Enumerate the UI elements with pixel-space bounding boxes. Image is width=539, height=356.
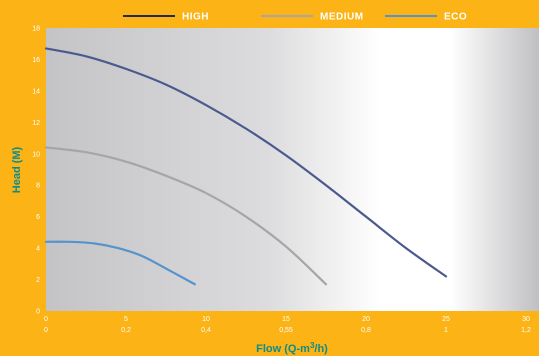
x-tick-label-secondary: 0,4 [201, 327, 211, 334]
y-tick-label: 4 [36, 246, 40, 253]
x-tick-label: 10 [202, 316, 210, 323]
legend-label-high: HIGH [182, 12, 209, 23]
x-tick-label: 20 [362, 316, 370, 323]
x-axis-title-end: /h) [314, 343, 328, 355]
legend-label-medium: MEDIUM [320, 12, 364, 23]
x-tick-label: 25 [442, 316, 450, 323]
series-line-medium [44, 146, 328, 286]
y-axis-title: Head (M) [11, 146, 23, 193]
x-tick-label: 15 [282, 316, 290, 323]
y-tick-label: 2 [36, 277, 40, 284]
x-tick-label-secondary: 1,2 [521, 327, 531, 334]
x-tick-label-secondary: 0,55 [279, 327, 293, 334]
series-line-high [44, 47, 448, 278]
x-tick-label: 5 [124, 316, 128, 323]
x-axis-title: Flow (Q-m3/h) [256, 341, 328, 355]
y-tick-label: 10 [32, 151, 40, 158]
series-lines [44, 47, 448, 286]
y-tick-label: 8 [36, 183, 40, 190]
y-tick-label: 16 [32, 57, 40, 64]
tick-labels: 0246810121416180050,2100,4150,55200,8251… [32, 26, 531, 335]
x-tick-label: 30 [522, 316, 530, 323]
series-line-eco [44, 240, 196, 286]
y-tick-label: 14 [32, 88, 40, 95]
y-tick-label: 6 [36, 214, 40, 221]
y-tick-label: 0 [36, 309, 40, 316]
x-tick-label: 0 [44, 316, 48, 323]
x-tick-label-secondary: 0 [44, 327, 48, 334]
y-tick-label: 18 [32, 26, 40, 33]
legend: HIGH MEDIUM ECO [123, 12, 467, 23]
legend-label-eco: ECO [444, 12, 467, 23]
x-axis-title-main: Flow (Q-m [256, 343, 310, 355]
x-tick-label-secondary: 0,8 [361, 327, 371, 334]
x-tick-label-secondary: 0,2 [121, 327, 131, 334]
plot-area [46, 28, 539, 311]
x-axis-title-sup: 3 [310, 341, 315, 350]
x-tick-label-secondary: 1 [444, 327, 448, 334]
y-tick-label: 12 [32, 120, 40, 127]
